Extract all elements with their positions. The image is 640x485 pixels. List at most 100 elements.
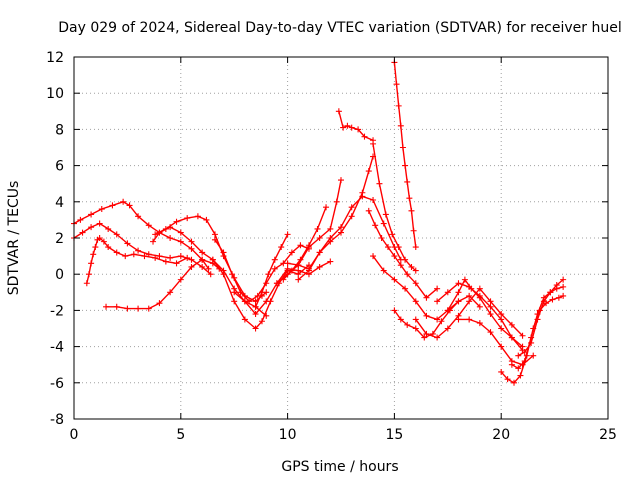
data-point — [105, 225, 112, 232]
data-point — [395, 244, 402, 251]
data-point — [389, 231, 396, 238]
data-point — [177, 229, 184, 236]
data-point — [399, 144, 406, 151]
series-arc-16 — [370, 140, 419, 274]
data-point — [365, 168, 372, 175]
data-point — [98, 206, 105, 213]
data-point — [498, 316, 505, 323]
data-point — [404, 178, 411, 185]
series-line — [457, 318, 534, 366]
data-point — [327, 258, 334, 265]
y-tick-label: -4 — [50, 340, 64, 356]
data-point — [316, 263, 323, 270]
data-point — [265, 271, 272, 278]
data-point — [188, 245, 195, 252]
data-point — [380, 267, 387, 274]
data-point — [498, 368, 505, 375]
data-point — [555, 294, 562, 301]
data-point — [188, 238, 195, 245]
data-point — [397, 316, 404, 323]
data-point — [408, 263, 415, 270]
x-tick-label: 0 — [70, 427, 79, 443]
data-point — [173, 218, 180, 225]
data-point — [547, 289, 554, 296]
series-line — [517, 278, 564, 357]
data-point — [344, 122, 351, 129]
data-point — [455, 280, 462, 287]
data-point — [476, 285, 483, 292]
series-arc-23 — [444, 276, 526, 354]
data-point — [397, 122, 404, 129]
data-point — [528, 339, 535, 346]
data-point — [295, 276, 302, 283]
data-point — [205, 265, 212, 272]
data-point — [521, 358, 528, 365]
series-arc-26 — [508, 283, 567, 372]
data-point — [348, 124, 355, 131]
data-point — [288, 249, 295, 256]
data-point — [252, 311, 259, 318]
data-point — [209, 256, 216, 263]
series-arc-17 — [365, 207, 441, 301]
data-point — [476, 294, 483, 301]
x-tick-label: 20 — [492, 427, 510, 443]
data-point — [177, 253, 184, 260]
series-line — [233, 260, 331, 315]
data-point — [359, 193, 366, 200]
series-arc-24 — [455, 316, 537, 368]
data-point — [508, 321, 515, 328]
data-point — [378, 235, 385, 241]
data-point — [199, 263, 206, 270]
data-point — [211, 231, 218, 238]
x-tick-label: 5 — [176, 427, 185, 443]
data-point — [530, 352, 537, 359]
series-arc-03 — [83, 235, 191, 287]
data-point — [466, 298, 473, 305]
data-point — [515, 365, 522, 372]
data-point — [177, 238, 184, 245]
data-point — [412, 267, 419, 274]
data-point — [455, 298, 462, 305]
data-point — [468, 285, 475, 292]
data-point — [391, 276, 398, 283]
data-point — [96, 235, 103, 241]
x-tick-label: 15 — [385, 427, 403, 443]
data-point — [370, 253, 377, 260]
data-point — [184, 254, 191, 261]
data-point — [434, 316, 441, 323]
series-arc-19 — [391, 59, 419, 251]
data-point — [284, 260, 291, 267]
data-point — [316, 235, 323, 241]
data-point — [207, 271, 214, 278]
data-point — [109, 202, 116, 209]
data-point — [560, 292, 567, 299]
data-point — [135, 305, 142, 312]
data-point — [333, 198, 340, 205]
series-arc-10 — [252, 231, 291, 310]
data-point — [393, 81, 400, 88]
data-point — [162, 258, 169, 265]
data-point — [444, 325, 451, 332]
data-point — [461, 276, 468, 283]
data-point — [184, 215, 191, 222]
data-point — [406, 195, 413, 202]
data-point — [83, 280, 90, 287]
series-arc-15 — [335, 108, 377, 144]
data-point — [167, 289, 174, 296]
data-point — [135, 213, 142, 220]
data-point — [188, 256, 195, 263]
data-point — [323, 204, 330, 211]
data-point — [162, 225, 169, 232]
data-point — [258, 289, 265, 296]
data-point — [85, 271, 92, 278]
data-point — [77, 216, 84, 223]
data-point — [135, 247, 142, 254]
y-tick-label: 12 — [46, 50, 64, 66]
data-point — [487, 303, 494, 310]
data-point — [376, 180, 383, 187]
data-point — [402, 256, 409, 263]
data-point — [517, 372, 524, 379]
data-point — [188, 263, 195, 270]
data-point — [167, 254, 174, 261]
